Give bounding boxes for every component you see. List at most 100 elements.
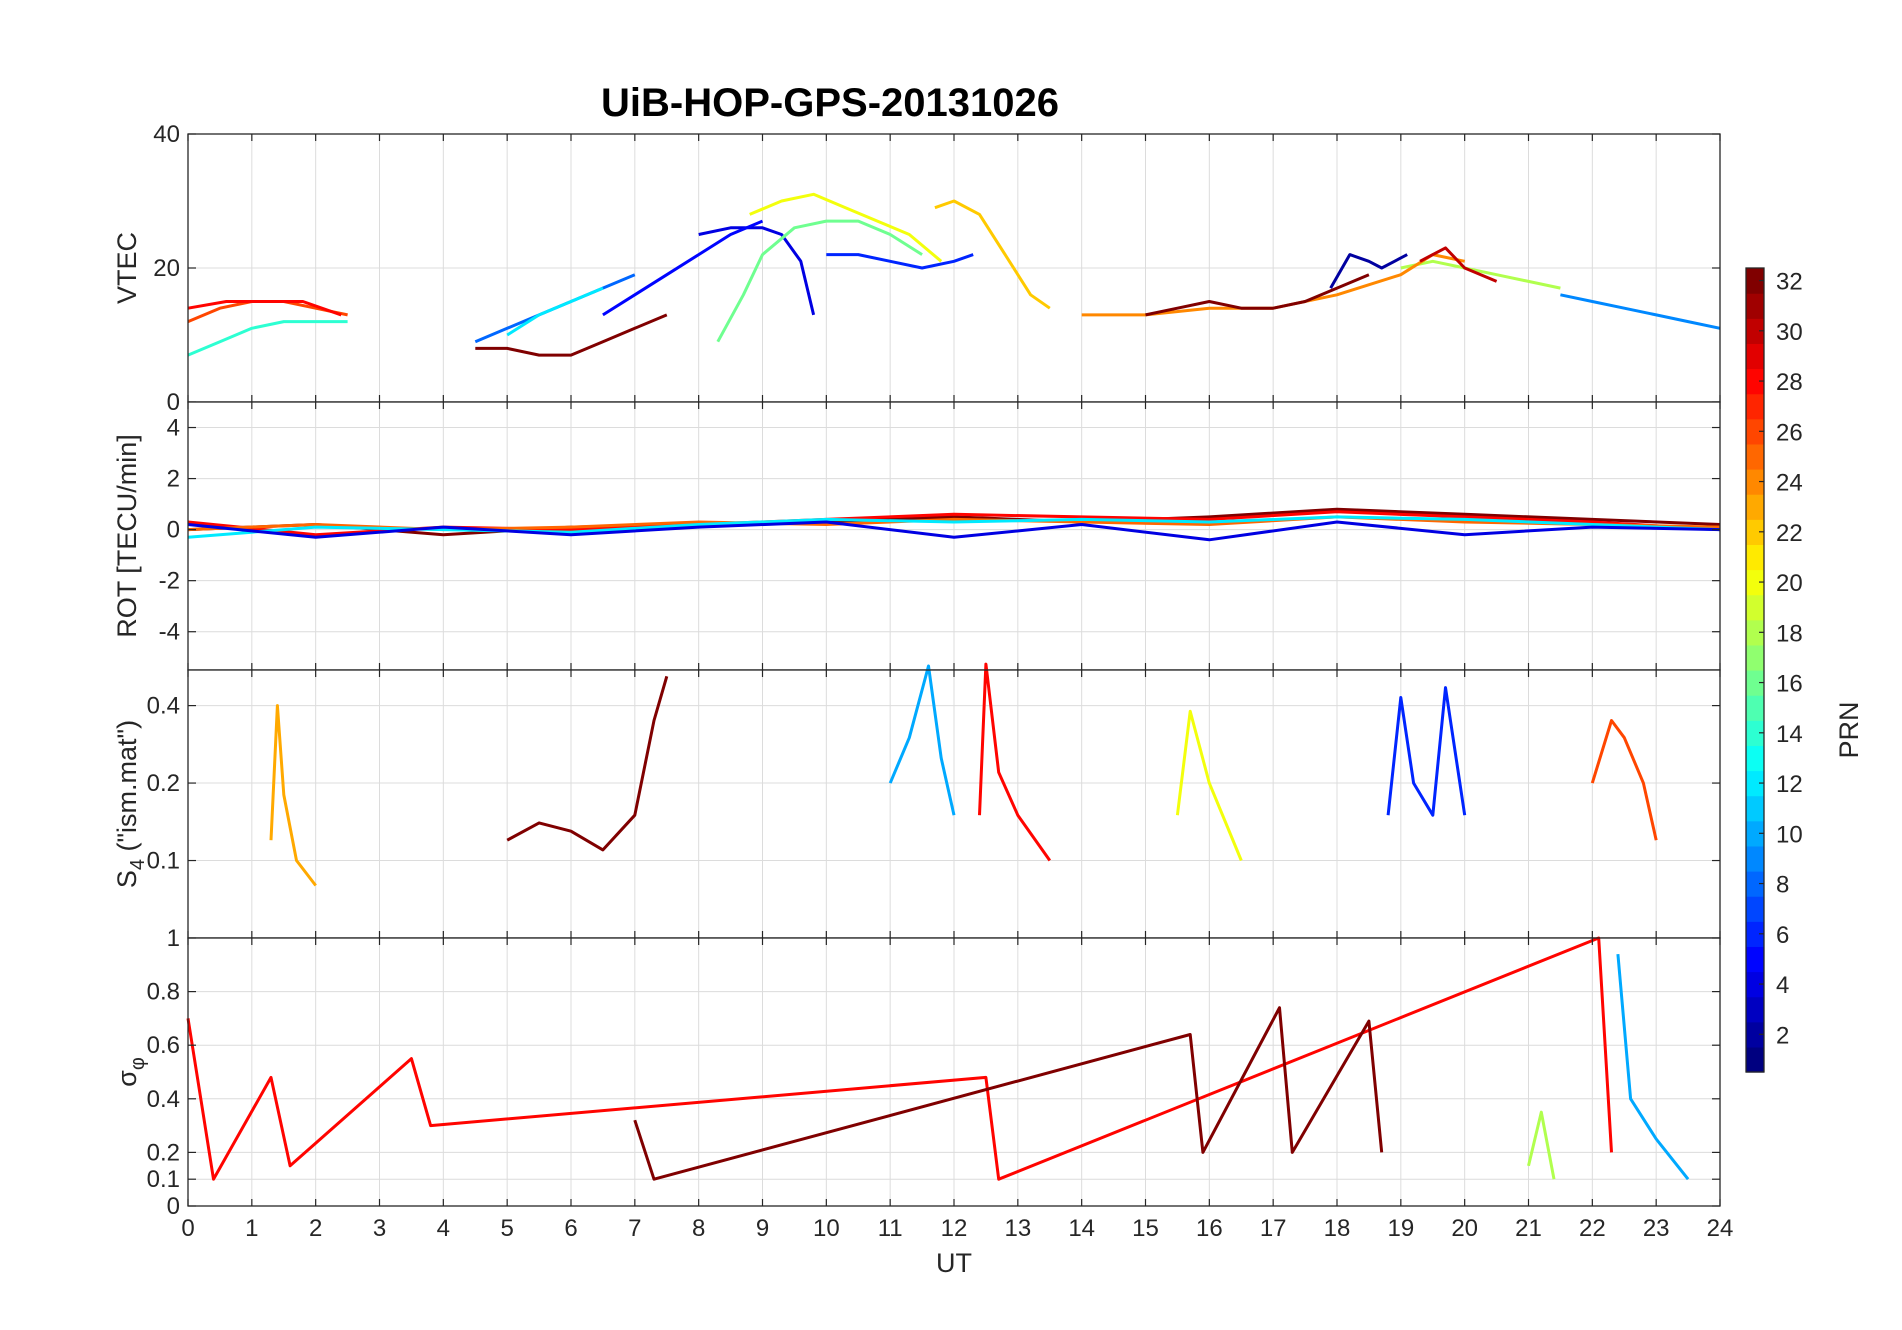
colorbar-label: PRN xyxy=(1834,701,1864,758)
x-tick-label: 12 xyxy=(941,1215,968,1242)
y-tick-label: 20 xyxy=(153,255,180,282)
y-axis-label-main: σ xyxy=(112,1070,142,1087)
x-axis-label: UT xyxy=(936,1248,972,1278)
y-axis-label-rot: ROT [TECU/min] xyxy=(112,434,142,638)
colorbar-swatch xyxy=(1746,293,1764,319)
colorbar-tick-label: 20 xyxy=(1776,570,1803,597)
y-tick-label: -2 xyxy=(159,568,180,595)
y-tick-label: 0.4 xyxy=(147,1086,180,1113)
series-line-prn-32 xyxy=(506,675,669,852)
series-line-prn-20 xyxy=(1175,709,1243,862)
series-line-prn-32 xyxy=(475,313,668,357)
y-tick-label: 0.2 xyxy=(147,770,180,797)
y-tick-label: 40 xyxy=(153,121,180,148)
colorbar-swatch xyxy=(1746,996,1764,1023)
series-line-prn-4 xyxy=(187,520,1721,542)
series-line-prn-30 xyxy=(1419,246,1498,283)
y-tick-label: 0.4 xyxy=(147,693,180,720)
colorbar-frame xyxy=(1745,267,1765,1073)
colorbar-swatch xyxy=(1746,845,1764,872)
series-line-prn-32 xyxy=(187,507,1721,537)
colorbar-swatch xyxy=(1746,644,1764,671)
chart-title: UiB-HOP-GPS-20131026 xyxy=(601,81,1059,125)
x-tick-label: 6 xyxy=(564,1215,577,1242)
colorbar-swatch xyxy=(1746,745,1764,772)
colorbar-tick-label: 22 xyxy=(1776,520,1803,547)
y-tick-label: 0.6 xyxy=(147,1032,180,1059)
colorbar-swatch xyxy=(1746,393,1764,420)
series-line-prn-10 xyxy=(888,664,956,816)
colorbar-swatch xyxy=(1746,569,1764,596)
series-line-prn-28 xyxy=(186,936,1613,1181)
x-tick-label: 13 xyxy=(1004,1215,1031,1242)
x-tick-label: 18 xyxy=(1324,1215,1351,1242)
y-axis-label-vtec: VTEC xyxy=(112,232,142,304)
x-tick-label: 22 xyxy=(1579,1215,1606,1242)
colorbar-swatch xyxy=(1746,318,1764,344)
y-tick-label: 0.1 xyxy=(147,1166,180,1193)
y-axis-label-rest: ("ism.mat") xyxy=(112,720,142,859)
colorbar-swatch xyxy=(1746,695,1764,721)
x-tick-label: 10 xyxy=(813,1215,840,1242)
colorbar-swatch xyxy=(1746,795,1764,822)
series-line-prn-4 xyxy=(698,226,816,316)
x-tick-label: 5 xyxy=(500,1215,513,1242)
y-tick-label: 0 xyxy=(167,517,180,544)
y-axis-label-sub: 4 xyxy=(127,859,149,870)
colorbar-tick-label: 12 xyxy=(1776,771,1803,798)
colorbar-swatch xyxy=(1746,443,1764,470)
colorbar-swatch xyxy=(1746,921,1764,947)
y-tick-label: 0 xyxy=(167,1193,180,1220)
x-tick-label: 3 xyxy=(373,1215,386,1242)
x-tick-label: 1 xyxy=(245,1215,258,1242)
panel-rot: -4 -2 0 2 4 ROT [TECU/min] xyxy=(112,401,1721,671)
x-tick-label: 15 xyxy=(1132,1215,1159,1242)
series-line-prn-16 xyxy=(716,219,923,343)
y-axis-label-main: S xyxy=(112,870,142,888)
series-line-prn-22 xyxy=(934,199,1051,310)
series-line-prn-28 xyxy=(187,300,342,317)
colorbar-tick-label: 30 xyxy=(1776,319,1803,346)
series-line-prn-32 xyxy=(1145,273,1370,317)
colorbar-tick-label: 6 xyxy=(1776,922,1789,949)
colorbar-swatch xyxy=(1746,1046,1764,1073)
colorbar-swatch xyxy=(1746,871,1764,897)
x-tick-label: 21 xyxy=(1515,1215,1542,1242)
x-tick-label: 19 xyxy=(1387,1215,1414,1242)
x-tick-label: 11 xyxy=(878,1215,903,1242)
colorbar-tick-label: 32 xyxy=(1776,269,1803,296)
colorbar-tick-label: 24 xyxy=(1776,470,1803,497)
colorbar-tick-label: 16 xyxy=(1776,671,1803,698)
series-line-prn-6 xyxy=(1386,686,1467,817)
y-tick-label: 1 xyxy=(167,925,180,952)
y-tick-label: -4 xyxy=(159,619,180,646)
colorbar-swatch xyxy=(1746,268,1764,294)
colorbar-swatch xyxy=(1746,544,1764,571)
series-line-prn-18 xyxy=(1400,259,1561,290)
series-line-prn-23 xyxy=(269,704,317,887)
colorbar-tick-label: 26 xyxy=(1776,419,1803,446)
x-tick-label: 20 xyxy=(1451,1215,1478,1242)
x-tick-label: 7 xyxy=(628,1215,641,1242)
y-tick-label: 4 xyxy=(167,415,180,442)
colorbar-swatch xyxy=(1746,1021,1764,1048)
colorbar-swatch xyxy=(1746,946,1764,973)
y-axis-label-sigma: σφ xyxy=(112,1057,149,1087)
series-line-prn-18 xyxy=(1527,1110,1556,1180)
series-line-prn-32 xyxy=(633,1006,1384,1181)
x-tick-label: 0 xyxy=(181,1215,194,1242)
series-line-prn-9 xyxy=(1560,293,1721,330)
x-tick-label: 8 xyxy=(692,1215,705,1242)
colorbar-swatch xyxy=(1746,494,1764,520)
colorbar-tick-label: 28 xyxy=(1776,369,1803,396)
colorbar-tick-label: 10 xyxy=(1776,821,1803,848)
series-line-prn-10 xyxy=(1616,953,1690,1181)
colorbar-swatch xyxy=(1746,418,1764,445)
series-line-prn-28 xyxy=(978,662,1052,862)
colorbar-swatch xyxy=(1746,619,1764,646)
y-axis-label-sub: φ xyxy=(127,1057,149,1070)
x-tick-label: 9 xyxy=(756,1215,769,1242)
